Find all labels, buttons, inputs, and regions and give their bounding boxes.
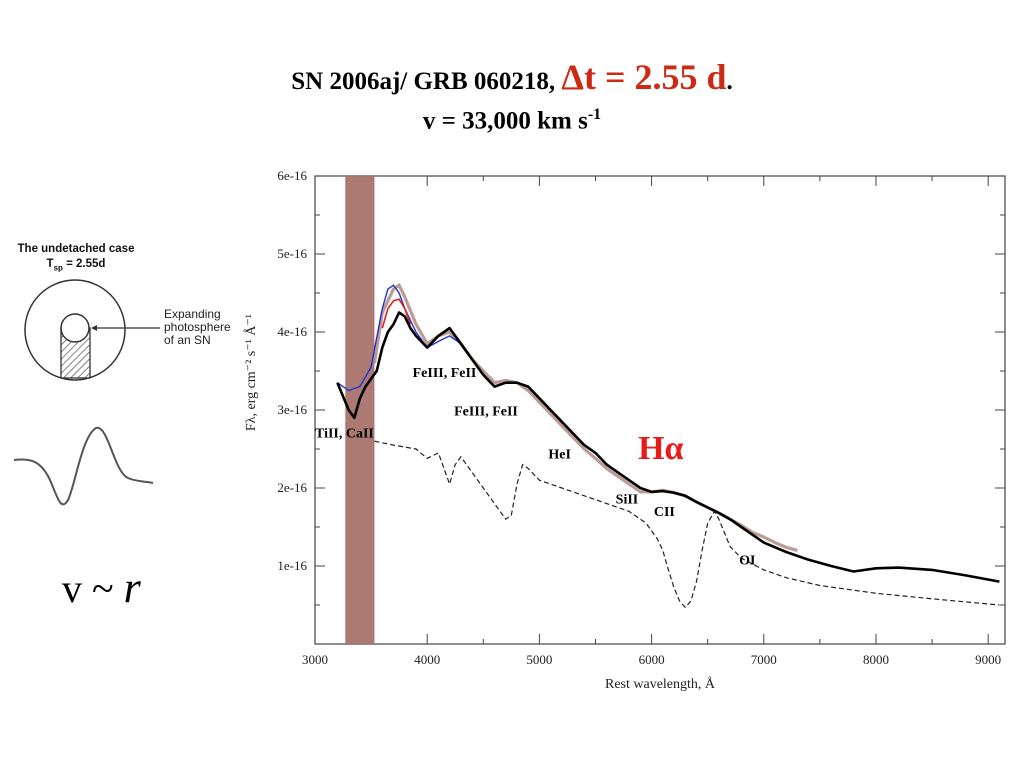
x-tick-label: 7000: [751, 652, 777, 667]
case-title-text: The undetached case: [17, 243, 135, 255]
photosphere-schematic: The undetached case Tsp = 2.55d Expandin…: [0, 236, 240, 576]
line-id-label: TiII, CaII: [315, 426, 374, 441]
y-axis-label: Fλ, erg cm⁻² s⁻¹ Å⁻¹: [243, 314, 259, 431]
x-tick-label: 9000: [975, 652, 1001, 667]
series-red: [381, 298, 412, 329]
x-axis-label: Rest wavelength, Å: [605, 676, 716, 692]
y-tick-label: 1e-16: [277, 558, 307, 573]
velocity-line: v = 33,000 km s-1: [0, 106, 1024, 135]
line-id-label: FeIII, FeII: [413, 366, 477, 381]
axes-layer: 3000 4000 5000 6000 7000 8000 9000 1e-16 2e-16 3e…: [243, 168, 1006, 692]
x-tick-label: 3000: [302, 652, 328, 667]
y-tick-label: 4e-16: [277, 324, 307, 339]
x-tick-label: 5000: [526, 652, 552, 667]
spectrum-chart: 3000 4000 5000 6000 7000 8000 9000 1e-16 2e-16 3e…: [243, 168, 1006, 692]
series-blue: [337, 284, 473, 392]
tsp-label: Tsp = 2.55d: [46, 258, 106, 273]
title-prefix: SN 2006aj/ GRB 060218,: [291, 68, 562, 95]
line-id-label: SiII: [616, 493, 639, 508]
velocity-radius-relation: v ~ r: [62, 563, 141, 612]
x-tick-label: 8000: [863, 652, 889, 667]
series-dashed: [374, 440, 1000, 609]
series-observed: [372, 282, 798, 552]
series-model: [336, 311, 1000, 583]
velocity-text: v = 33,000 km s: [422, 107, 588, 135]
p-cygni-profile-curve: [13, 426, 154, 506]
case-title: The undetached case Tsp = 2.55d: [6, 242, 146, 275]
x-tick-label: 6000: [639, 652, 665, 667]
halpha-label: Hα: [638, 430, 683, 467]
photosphere-label: Expanding photosphere of an SN: [164, 307, 231, 347]
schematic-drawing: [13, 279, 160, 506]
line-id-label: HeI: [548, 447, 571, 462]
page-title: SN 2006aj/ GRB 060218, Δt = 2.55 d.: [0, 56, 1024, 98]
plot-frame: [314, 175, 1006, 645]
arrow-head-icon: [91, 325, 97, 331]
title-suffix: .: [726, 68, 733, 95]
x-tick-label: 4000: [414, 652, 440, 667]
y-tick-label: 2e-16: [277, 480, 307, 495]
label-layer: FeIII, FeII FeIII, FeII TiII, CaII HeI SiII C…: [315, 366, 755, 568]
y-tick-label: 5e-16: [277, 246, 307, 261]
y-tick-label: 6e-16: [277, 168, 307, 183]
outer-shell-circle: [24, 279, 126, 381]
y-tick-label: 3e-16: [277, 402, 307, 417]
line-id-label: FeIII, FeII: [454, 404, 518, 419]
line-id-label: CII: [654, 505, 675, 520]
delta-t-label: Δt = 2.55 d: [561, 57, 727, 97]
photosphere-circle: [60, 313, 90, 343]
line-id-label: OI: [739, 553, 755, 568]
data-layer: [336, 176, 1000, 644]
velocity-exponent: -1: [587, 106, 602, 123]
